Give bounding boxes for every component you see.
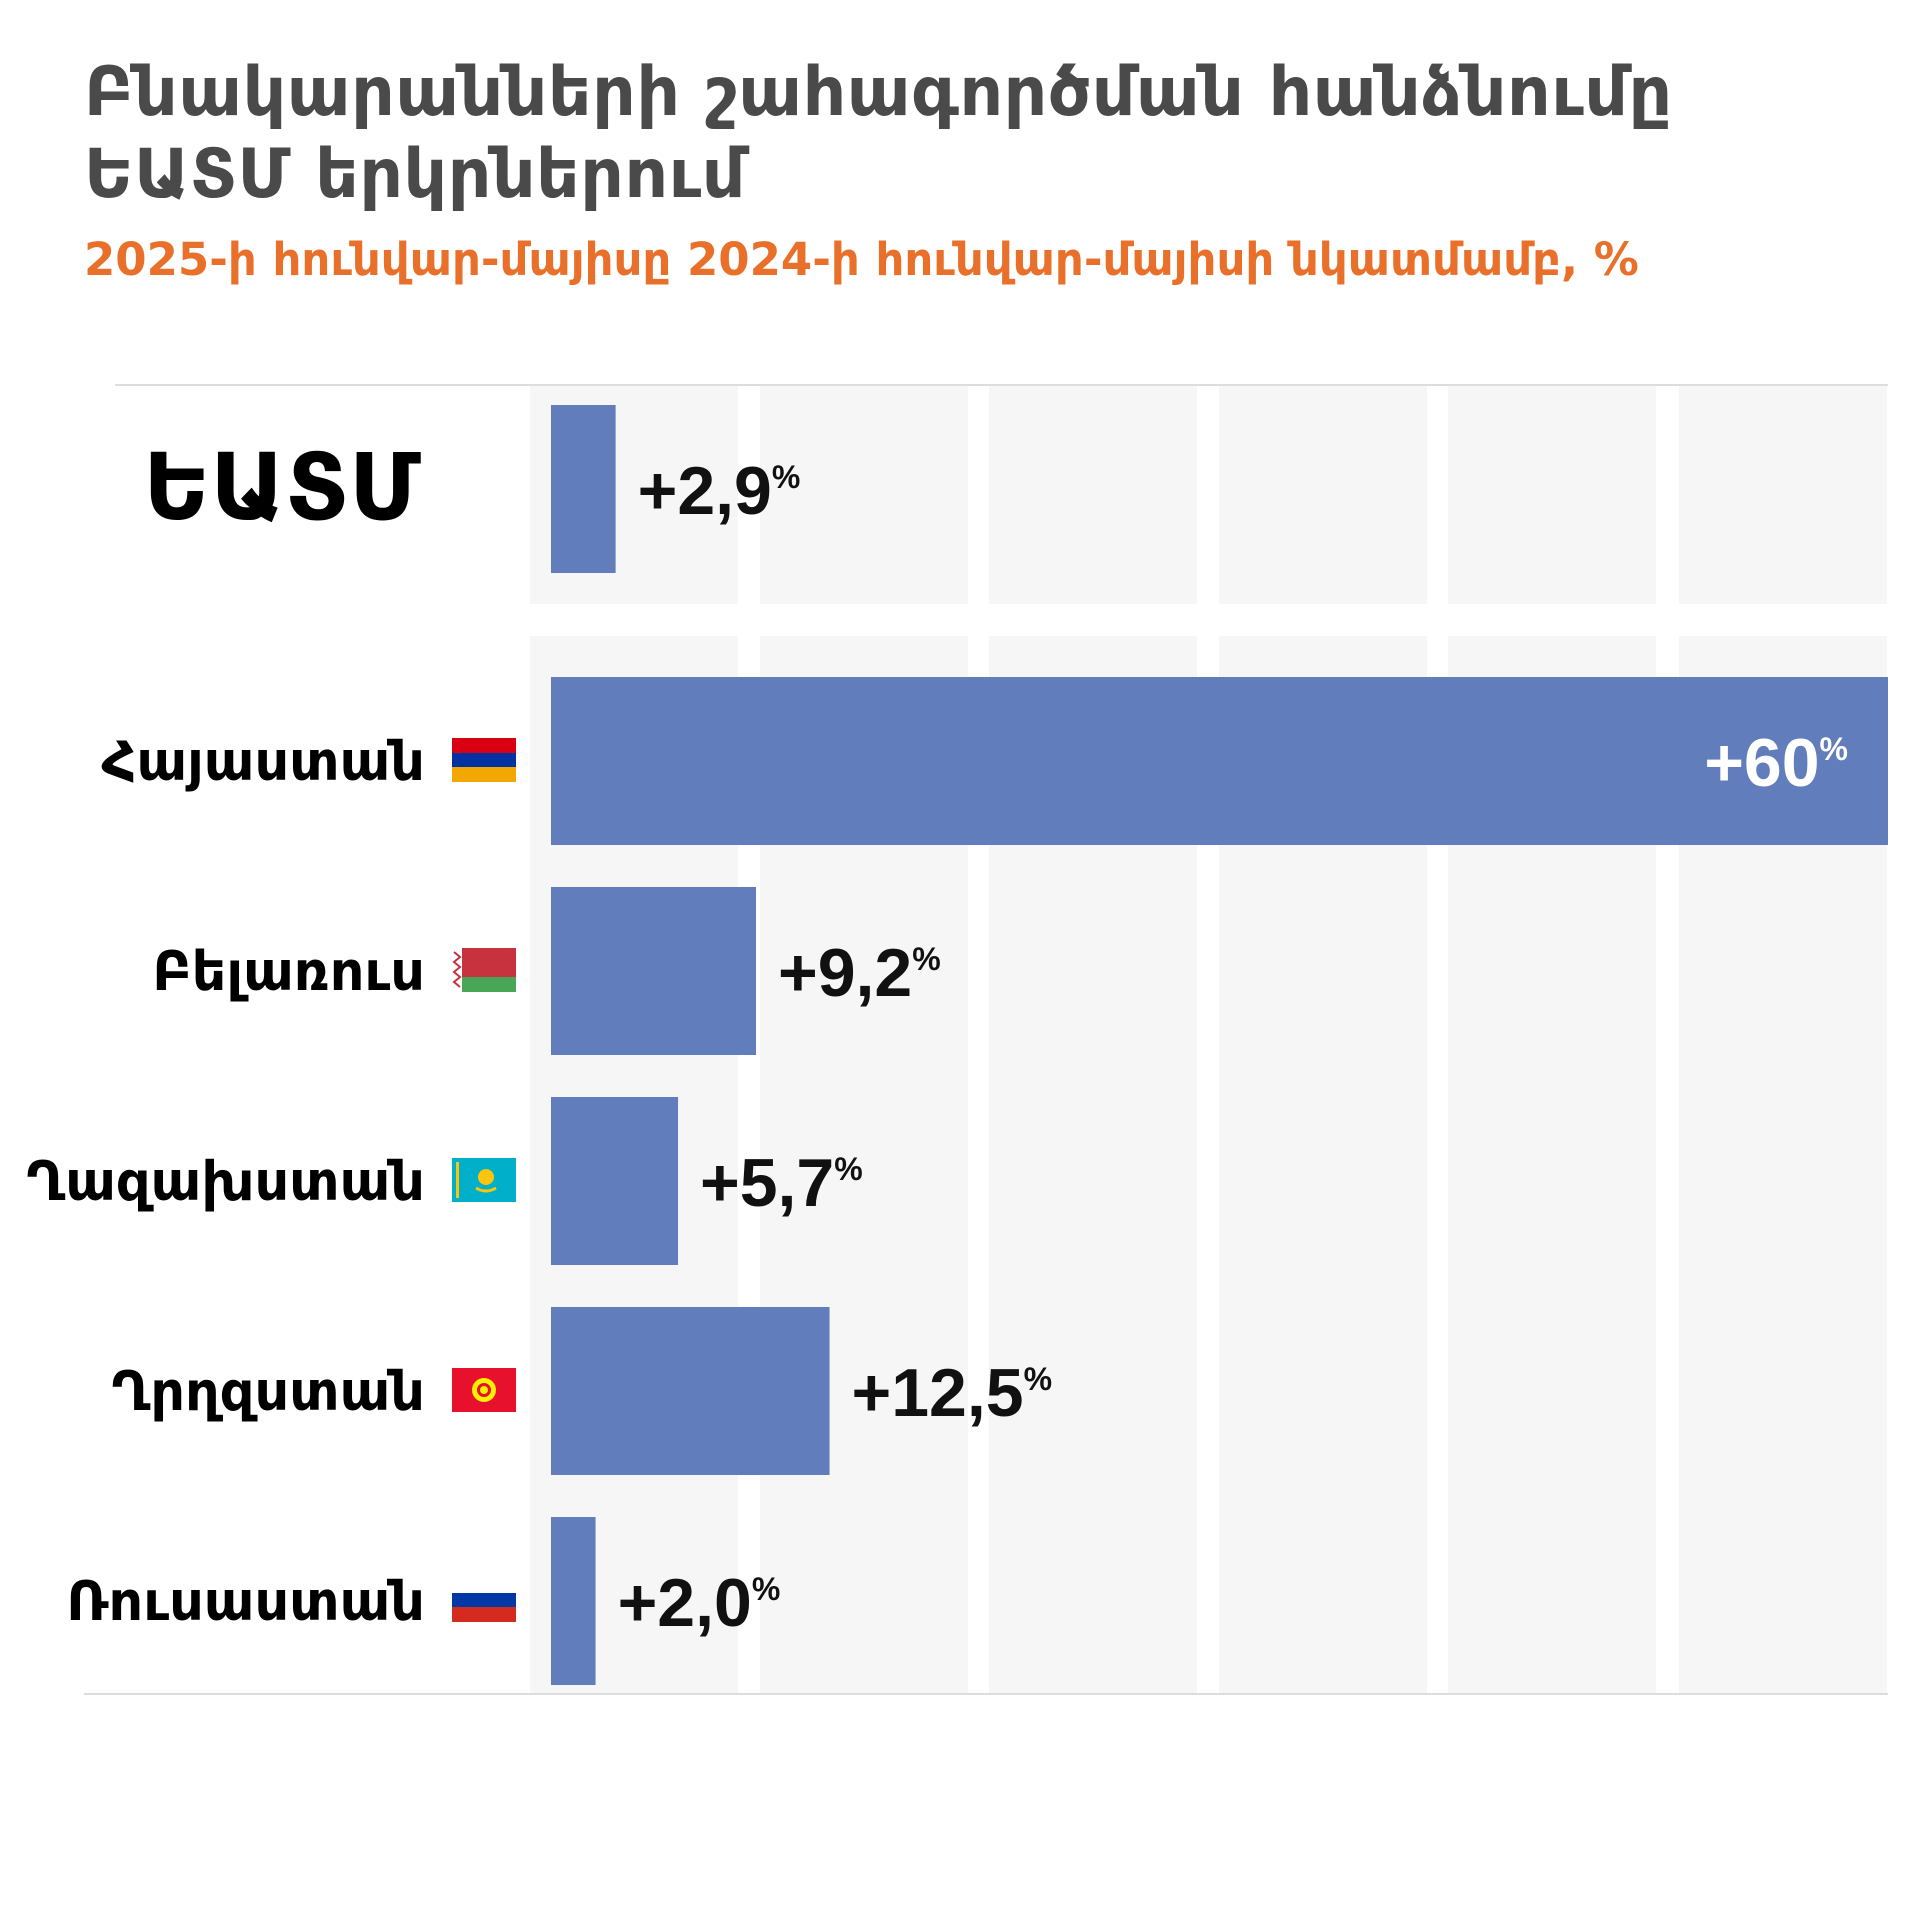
category-label: Ղրղզստան bbox=[112, 1360, 425, 1423]
value-label: +9,2% bbox=[778, 935, 941, 1011]
bar bbox=[551, 1517, 596, 1685]
bar bbox=[551, 677, 1888, 845]
russia-flag-icon bbox=[452, 1578, 516, 1622]
category-label: Հայաստան bbox=[101, 730, 425, 793]
grid-band bbox=[989, 386, 1197, 604]
category-label: Ռուսաստան bbox=[66, 1570, 425, 1633]
value-label: +60% bbox=[1704, 725, 1848, 801]
grid-band bbox=[1679, 386, 1887, 604]
belarus-flag-icon bbox=[452, 948, 516, 992]
bar bbox=[551, 405, 616, 573]
category-label: ԵԱՏՄ bbox=[143, 434, 421, 541]
value-label: +12,5% bbox=[852, 1355, 1053, 1431]
kazakhstan-flag-icon bbox=[452, 1158, 516, 1202]
grid-band bbox=[1219, 386, 1427, 604]
kyrgyzstan-flag-icon bbox=[452, 1368, 516, 1412]
grid-band bbox=[1448, 386, 1656, 604]
chart-title: Բնակարանների շահագործման հանձնումը ԵԱՏՄ … bbox=[84, 53, 1673, 214]
chart-subtitle: 2025-ի հունվար-մայիսը 2024-ի հունվար-մայ… bbox=[84, 233, 1639, 286]
value-label: +5,7% bbox=[700, 1145, 863, 1221]
bar bbox=[551, 1097, 679, 1265]
category-label: Ղազախստան bbox=[27, 1150, 425, 1213]
value-label: +2,9% bbox=[638, 453, 801, 529]
value-label: +2,0% bbox=[618, 1565, 781, 1641]
grid-band bbox=[760, 386, 968, 604]
bar bbox=[551, 1307, 830, 1475]
category-label: Բելառուս bbox=[152, 940, 425, 1003]
armenia-flag-icon bbox=[452, 738, 516, 782]
bar bbox=[551, 887, 757, 1055]
